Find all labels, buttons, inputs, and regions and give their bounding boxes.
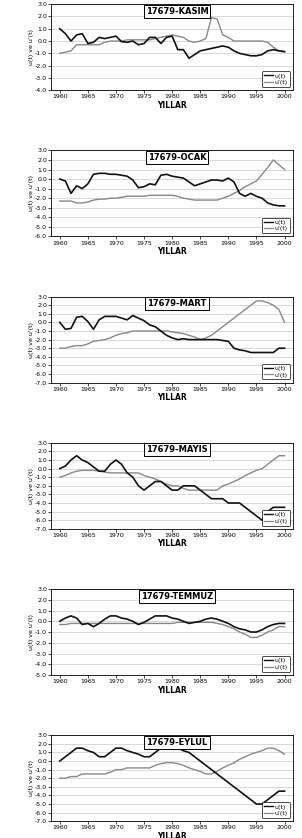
Text: 17679-EYLUL: 17679-EYLUL bbox=[146, 737, 207, 747]
X-axis label: YILLAR: YILLAR bbox=[157, 832, 187, 838]
Text: 17679-KASIM: 17679-KASIM bbox=[146, 7, 208, 16]
X-axis label: YILLAR: YILLAR bbox=[157, 101, 187, 110]
Legend: u(t), u'(t): u(t), u'(t) bbox=[262, 802, 290, 818]
Y-axis label: u(t) ve u'(t): u(t) ve u'(t) bbox=[29, 468, 34, 504]
X-axis label: YILLAR: YILLAR bbox=[157, 393, 187, 402]
Legend: u(t), u'(t): u(t), u'(t) bbox=[262, 71, 290, 87]
X-axis label: YILLAR: YILLAR bbox=[157, 685, 187, 695]
Text: 17679-OCAK: 17679-OCAK bbox=[148, 153, 206, 162]
Y-axis label: u(t) ve u'(t): u(t) ve u'(t) bbox=[29, 760, 34, 796]
Legend: u(t), u'(t): u(t), u'(t) bbox=[262, 218, 290, 233]
Text: 17679-MAYIS: 17679-MAYIS bbox=[146, 445, 208, 454]
Y-axis label: u(t) ve u'(t): u(t) ve u'(t) bbox=[29, 322, 34, 358]
X-axis label: YILLAR: YILLAR bbox=[157, 247, 187, 256]
Y-axis label: u(t) ve u'(t): u(t) ve u'(t) bbox=[29, 614, 34, 650]
Legend: u(t), u'(t): u(t), u'(t) bbox=[262, 656, 290, 672]
X-axis label: YILLAR: YILLAR bbox=[157, 540, 187, 548]
Y-axis label: u(t) ve u'(t): u(t) ve u'(t) bbox=[29, 175, 34, 211]
Text: 17679-MART: 17679-MART bbox=[147, 299, 207, 308]
Text: 17679-TEMMUZ: 17679-TEMMUZ bbox=[141, 592, 213, 601]
Legend: u(t), u'(t): u(t), u'(t) bbox=[262, 364, 290, 380]
Y-axis label: u(t) ve u'(t): u(t) ve u'(t) bbox=[29, 29, 34, 65]
Legend: u(t), u'(t): u(t), u'(t) bbox=[262, 510, 290, 525]
